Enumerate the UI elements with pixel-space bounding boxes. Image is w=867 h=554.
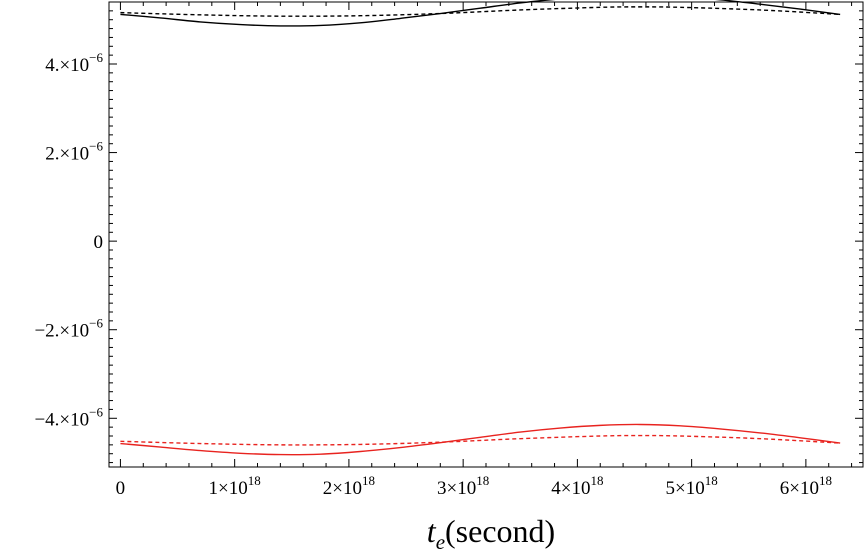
y-tick-label: 0	[94, 232, 104, 253]
series-line-4	[120, 434, 841, 446]
x-tick-label: 0	[116, 478, 126, 499]
x-tick-label: 5×1018	[666, 473, 718, 499]
x-tick-label: 2×1018	[323, 473, 375, 499]
ticks	[109, 1, 863, 467]
x-tick-label: 6×1018	[780, 473, 832, 499]
plot-frame	[108, 1, 864, 468]
y-tick-label: −2.×10−6	[34, 316, 103, 342]
series-line-2	[120, 6, 841, 17]
x-tick-label: 4×1018	[551, 473, 603, 499]
series-line-1	[120, 0, 841, 27]
series-line-3	[120, 423, 841, 456]
series-layer	[120, 0, 841, 456]
tick-labels: 0 1×1018 2×1018 3×1018 4×1018 5×1018 6×1018 −4.…	[34, 50, 832, 499]
x-tick-label: 3×1018	[437, 473, 489, 499]
y-tick-label: 4.×10−6	[45, 50, 103, 76]
x-axis-title: te(second)	[427, 513, 555, 554]
y-tick-label: −4.×10−6	[34, 404, 103, 430]
x-tick-label: 1×1018	[209, 473, 261, 499]
y-tick-label: 2.×10−6	[45, 139, 103, 165]
